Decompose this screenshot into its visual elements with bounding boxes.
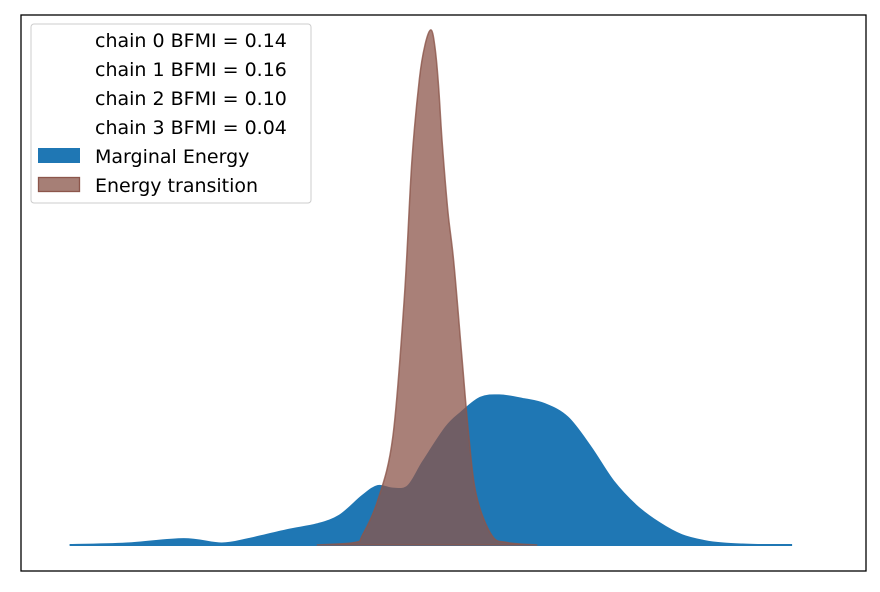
legend-swatch-marginal-energy: [38, 148, 80, 163]
legend-entry-chain-1: chain 1 BFMI = 0.16: [95, 59, 287, 81]
legend-entry-marginal-energy: Marginal Energy: [95, 146, 249, 168]
legend-entry-chain-0: chain 0 BFMI = 0.14: [95, 30, 287, 52]
density-areas: [69, 29, 793, 547]
axes-frame: [20, 14, 867, 572]
legend-box: [30, 23, 312, 204]
legend: chain 0 BFMI = 0.14 chain 1 BFMI = 0.16 …: [30, 23, 312, 204]
legend-entry-chain-3: chain 3 BFMI = 0.04: [95, 117, 287, 139]
legend-entry-chain-2: chain 2 BFMI = 0.10: [95, 88, 287, 110]
legend-entry-energy-transition: Energy transition: [95, 175, 258, 197]
area-energy-transition: [316, 29, 538, 546]
legend-swatch-energy-transition: [37, 176, 81, 193]
